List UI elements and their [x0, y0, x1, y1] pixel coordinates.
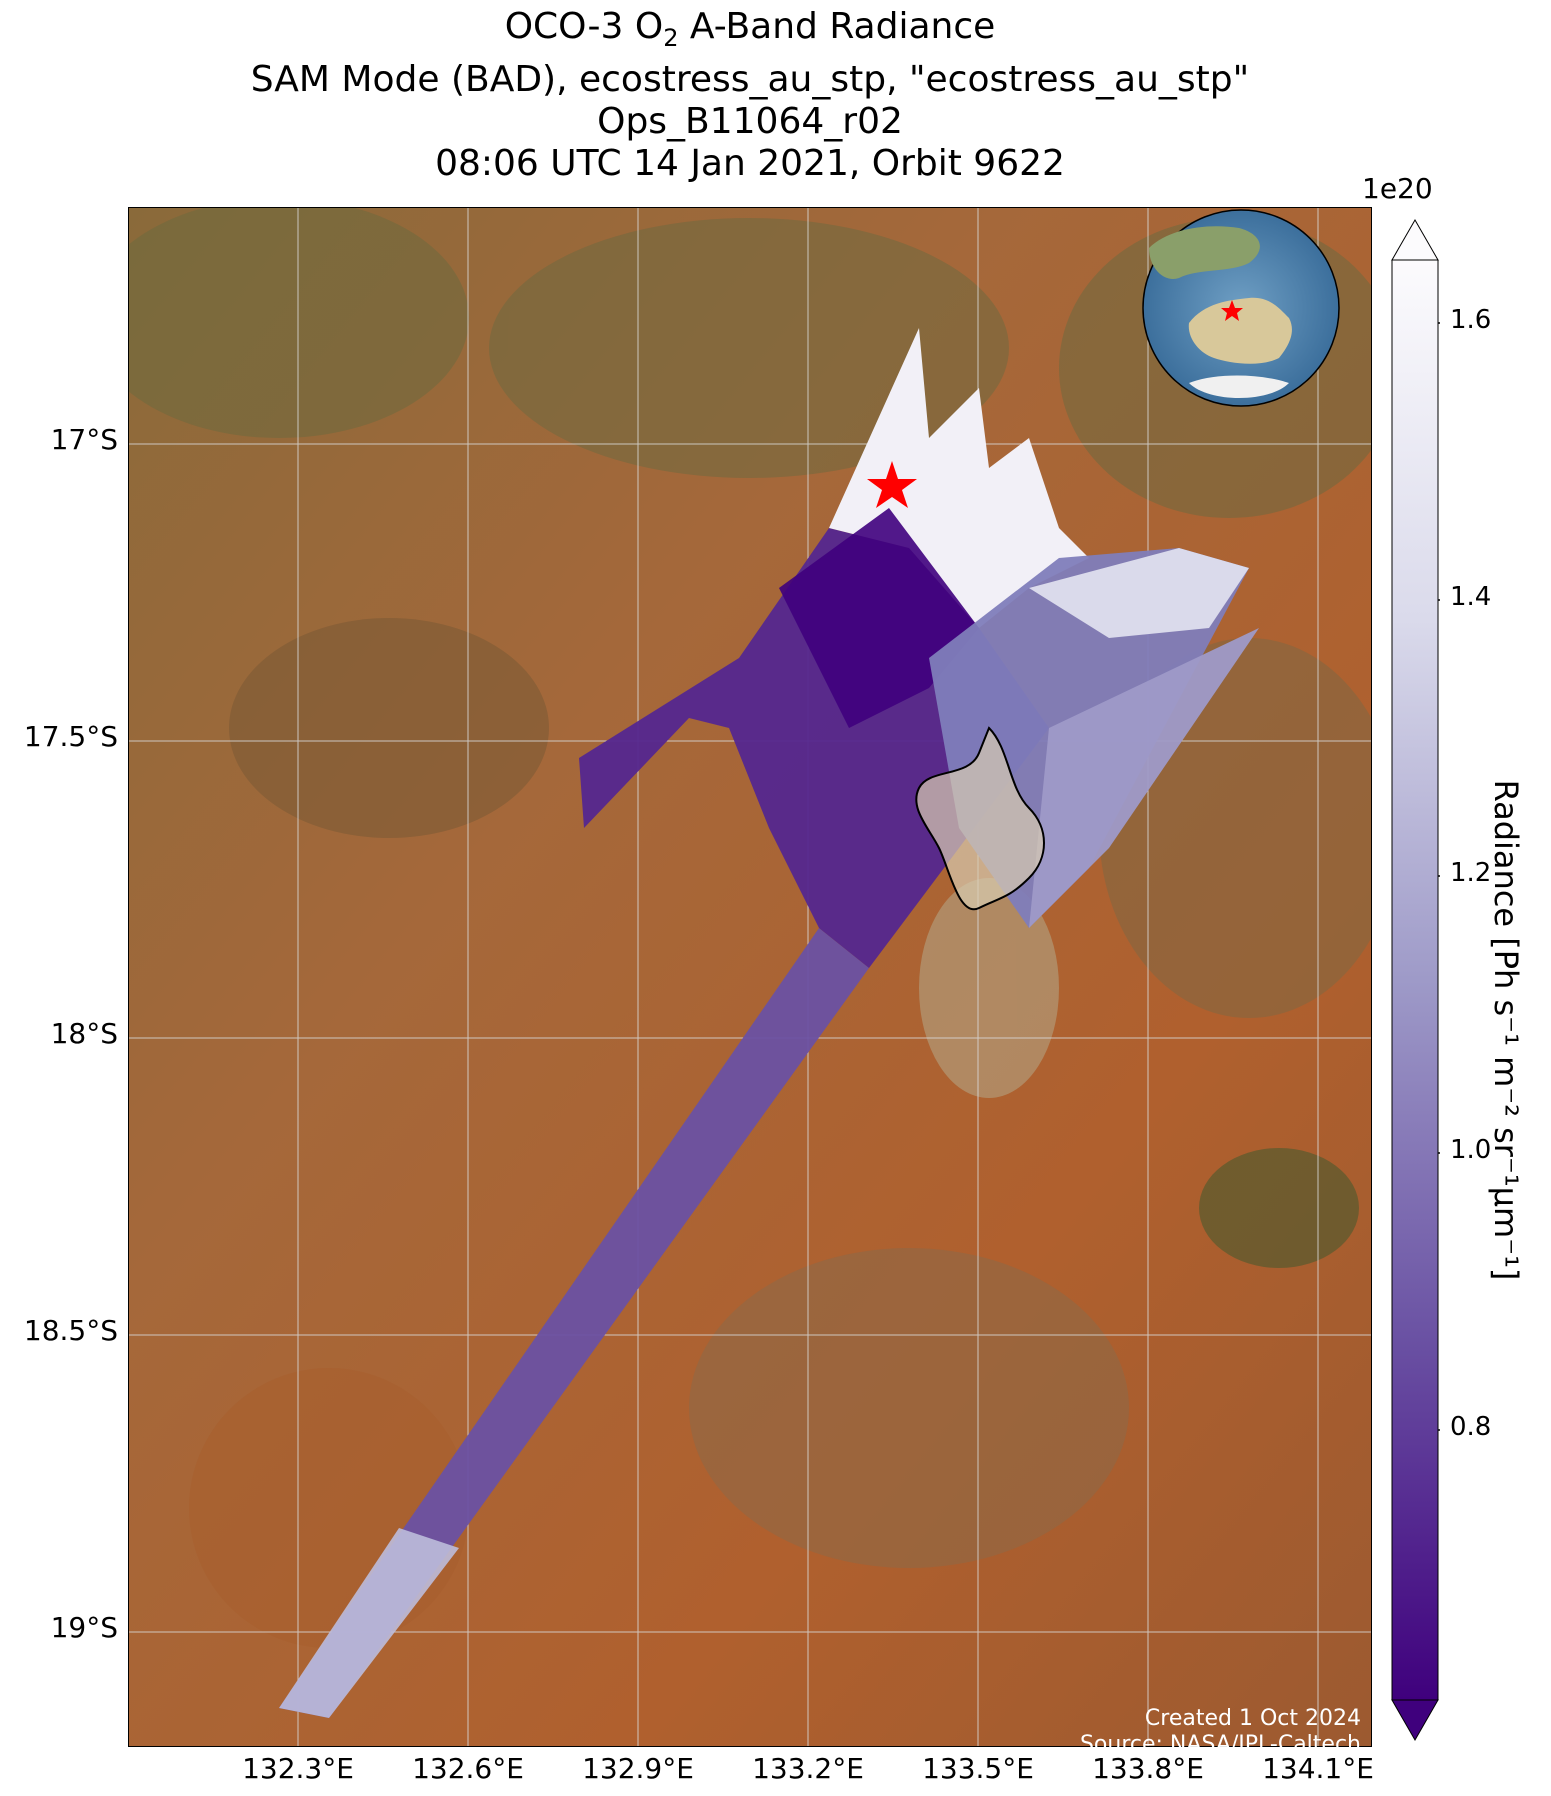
title-line-4: 08:06 UTC 14 Jan 2021, Orbit 9622	[435, 143, 1065, 185]
lon-label-133-2: 133.2°E	[752, 1752, 864, 1785]
plot-title: OCO-3 O2 A-Band Radiance SAM Mode (BAD),…	[128, 6, 1372, 185]
swath-fan-core	[779, 508, 979, 728]
colorbar-tick-1-6: 1.6	[1450, 305, 1492, 335]
inset-star-icon	[1221, 300, 1243, 321]
swath-fan-north	[739, 328, 1089, 658]
title-line-1: OCO-3 O2 A-Band Radiance	[504, 6, 996, 53]
colorbar-top-extend	[1391, 218, 1439, 261]
inset-globe	[1142, 209, 1340, 407]
inset-asia	[1149, 226, 1260, 279]
credit-source: Source: NASA/JPL-Caltech	[1079, 1732, 1361, 1757]
target-star-icon	[867, 461, 917, 508]
colorbar-gradient	[1391, 259, 1439, 1701]
lon-label-133-5: 133.5°E	[922, 1752, 1034, 1785]
colorbar-label: Radiance [Ph s⁻¹ m⁻² sr⁻¹μm⁻¹]	[1487, 779, 1525, 1281]
lon-label-132-9: 132.9°E	[582, 1752, 694, 1785]
map-svg	[129, 208, 1371, 1746]
title-line-2: SAM Mode (BAD), ecostress_au_stp, "ecost…	[250, 59, 1250, 101]
colorbar-tick-1-0: 1.0	[1450, 1135, 1492, 1165]
lon-label-132-6: 132.6°E	[412, 1752, 524, 1785]
lon-label-132-3: 132.3°E	[242, 1752, 354, 1785]
lat-label-18: 18°S	[50, 1017, 118, 1050]
lake-outline	[915, 726, 1045, 911]
colorbar-tick-1-2: 1.2	[1450, 858, 1492, 888]
colorbar-bottom-extend	[1391, 1699, 1439, 1742]
lat-label-19: 19°S	[50, 1611, 118, 1644]
credit-created: Created 1 Oct 2024	[1144, 1706, 1361, 1731]
colorbar-exponent: 1e20	[1362, 172, 1433, 205]
swath-fan-southeast	[1029, 628, 1259, 928]
gridlines	[129, 208, 1371, 1746]
inset-antarctica	[1189, 375, 1289, 398]
lon-label-133-8: 133.8°E	[1092, 1752, 1204, 1785]
colorbar-tick-0-8: 0.8	[1450, 1412, 1492, 1442]
swath-strip	[279, 928, 869, 1718]
colorbar-tick-1-4: 1.4	[1450, 582, 1492, 612]
lat-label-17-5: 17.5°S	[23, 720, 118, 753]
lat-label-18-5: 18.5°S	[23, 1314, 118, 1347]
lon-label-134-1: 134.1°E	[1262, 1752, 1374, 1785]
swath-fan-east-top	[1029, 548, 1249, 638]
lat-label-17: 17°S	[50, 423, 118, 456]
map-panel[interactable]	[128, 207, 1372, 1747]
colorbar	[1391, 218, 1440, 1742]
inset-australia	[1188, 297, 1292, 364]
title-line-3: Ops_B11064_r02	[597, 101, 903, 143]
swath-strip-tail	[279, 1528, 459, 1718]
